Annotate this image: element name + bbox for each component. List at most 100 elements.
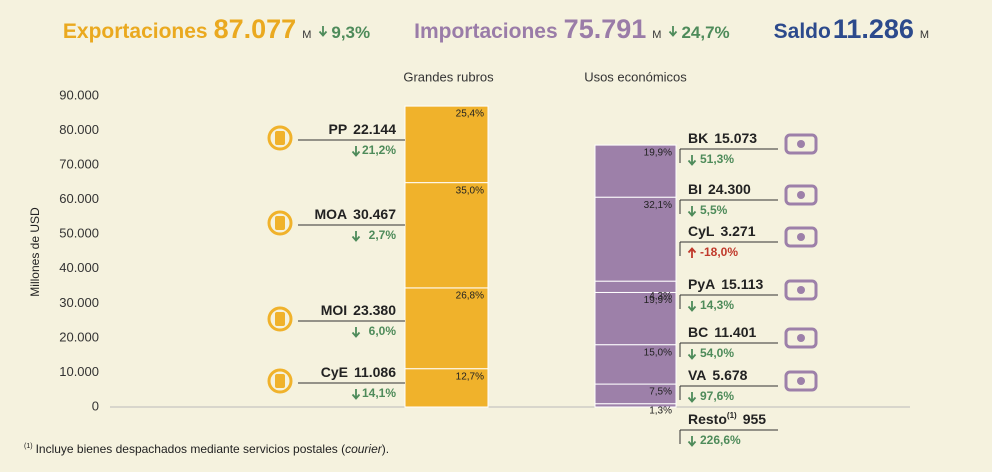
header-change-value: 9,3%: [331, 23, 371, 42]
callout-name: PP: [328, 121, 347, 137]
change-arrow: [687, 155, 697, 166]
change-arrow: [351, 146, 361, 157]
footnote-text: Incluye bienes despachados mediante serv…: [36, 442, 346, 456]
icon: [784, 184, 818, 206]
callout-change: -18,0%: [687, 245, 738, 259]
callout-name: BI: [688, 181, 702, 197]
change-value: 14,3%: [700, 298, 734, 312]
icon: [784, 370, 818, 392]
icon: [267, 210, 293, 236]
y-tick-label: 70.000: [59, 157, 99, 172]
callout-change: 14,1%: [351, 386, 396, 400]
callout-name: BK: [688, 130, 708, 146]
stack-title: Grandes rubros: [403, 69, 494, 84]
icon: [797, 286, 805, 294]
share-label: 15,0%: [644, 347, 672, 358]
header-group: Exportaciones 87.077: [63, 14, 296, 45]
callout-name: BC: [688, 324, 708, 340]
icon: [784, 226, 818, 248]
icon: [267, 368, 293, 394]
change-value: -18,0%: [700, 245, 738, 259]
icon: [275, 131, 285, 145]
bar-segment: [594, 144, 677, 198]
icon: [275, 216, 285, 230]
header-value: 11.286: [832, 14, 914, 44]
callout-label: VA 5.678: [688, 367, 748, 383]
header: Exportaciones 87.077 M 9,3% Importaciones 75.…: [0, 14, 992, 45]
callout-value: 30.467: [353, 206, 396, 222]
callout-change: 54,0%: [687, 346, 734, 360]
callout-change: 14,3%: [687, 298, 734, 312]
share-label: 35,0%: [456, 185, 484, 196]
change-arrow: [687, 392, 697, 403]
callout-note: (1): [727, 411, 737, 420]
change-value: 21,2%: [362, 143, 396, 157]
header-label: Exportaciones: [62, 20, 208, 43]
y-tick-label: 80.000: [59, 122, 99, 137]
callout-value: 22.144: [353, 121, 396, 137]
header-group: Saldo 11.286: [774, 14, 914, 45]
bar-segment: [404, 287, 489, 370]
callout-value: 11.086: [354, 364, 396, 380]
change-arrow: [687, 301, 697, 312]
change-value: 97,6%: [700, 389, 734, 403]
icon: [267, 125, 293, 151]
header-label: Importaciones: [414, 20, 558, 43]
header-change-value: 24,7%: [681, 23, 730, 42]
y-tick-label: 40.000: [59, 260, 99, 275]
bar-segment: [594, 291, 677, 346]
change-icon: [319, 26, 328, 37]
change-value: 14,1%: [362, 386, 396, 400]
change-arrow: [687, 436, 697, 447]
header-change: 9,3%: [317, 23, 370, 43]
header-change: 24,7%: [667, 23, 730, 43]
change-value: 5,5%: [700, 203, 728, 217]
header-unit: M: [652, 29, 662, 41]
change-value: 226,6%: [700, 433, 741, 447]
header-value: 87.077: [213, 14, 297, 44]
callout-label: MOI 23.380: [321, 302, 396, 318]
callout-value: 5.678: [712, 367, 747, 383]
change-arrow: [687, 349, 697, 360]
callout-change: 51,3%: [687, 152, 734, 166]
callout-label: MOA 30.467: [315, 206, 397, 222]
callout-name: CyE: [321, 364, 348, 380]
y-tick-label: 90.000: [59, 87, 99, 102]
callout-change: 5,5%: [687, 203, 728, 217]
callout-label: Resto(1) 955: [688, 411, 766, 427]
callout-value: 15.073: [714, 130, 757, 146]
change-arrow: [351, 327, 361, 338]
change-value: 54,0%: [700, 346, 734, 360]
bar-segment: [404, 182, 489, 289]
header-unit: M: [919, 29, 930, 41]
icon: [797, 233, 805, 241]
y-tick-label: 20.000: [59, 329, 99, 344]
callout-value: 3.271: [720, 223, 755, 239]
share-label: 7,5%: [649, 387, 672, 398]
icon: [797, 377, 805, 385]
bar-segment: [594, 344, 677, 385]
header-group: Importaciones 75.791: [414, 14, 646, 45]
change-value: 51,3%: [700, 152, 734, 166]
icon: [797, 334, 805, 342]
icon: [275, 312, 285, 326]
callout-name: Resto: [688, 411, 727, 427]
callout-label: BC 11.401: [688, 324, 756, 340]
icon: [784, 133, 818, 155]
icon: [784, 279, 818, 301]
share-label: 1,3%: [649, 406, 672, 417]
callout-value: 24.300: [708, 181, 751, 197]
callout-label: CyE 11.086: [321, 364, 396, 380]
callout-name: MOA: [315, 206, 348, 222]
y-tick-label: 30.000: [59, 295, 99, 310]
header-item: Saldo 11.286 M: [774, 14, 929, 45]
share-label: 19,9%: [644, 148, 672, 159]
y-tick-label: 0: [92, 398, 99, 413]
callout-label: BK 15.073: [688, 130, 757, 146]
callout-change: 2,7%: [351, 228, 396, 242]
callout-name: VA: [688, 367, 706, 383]
callout-value: 23.380: [353, 302, 396, 318]
bar-segment: [594, 196, 677, 282]
